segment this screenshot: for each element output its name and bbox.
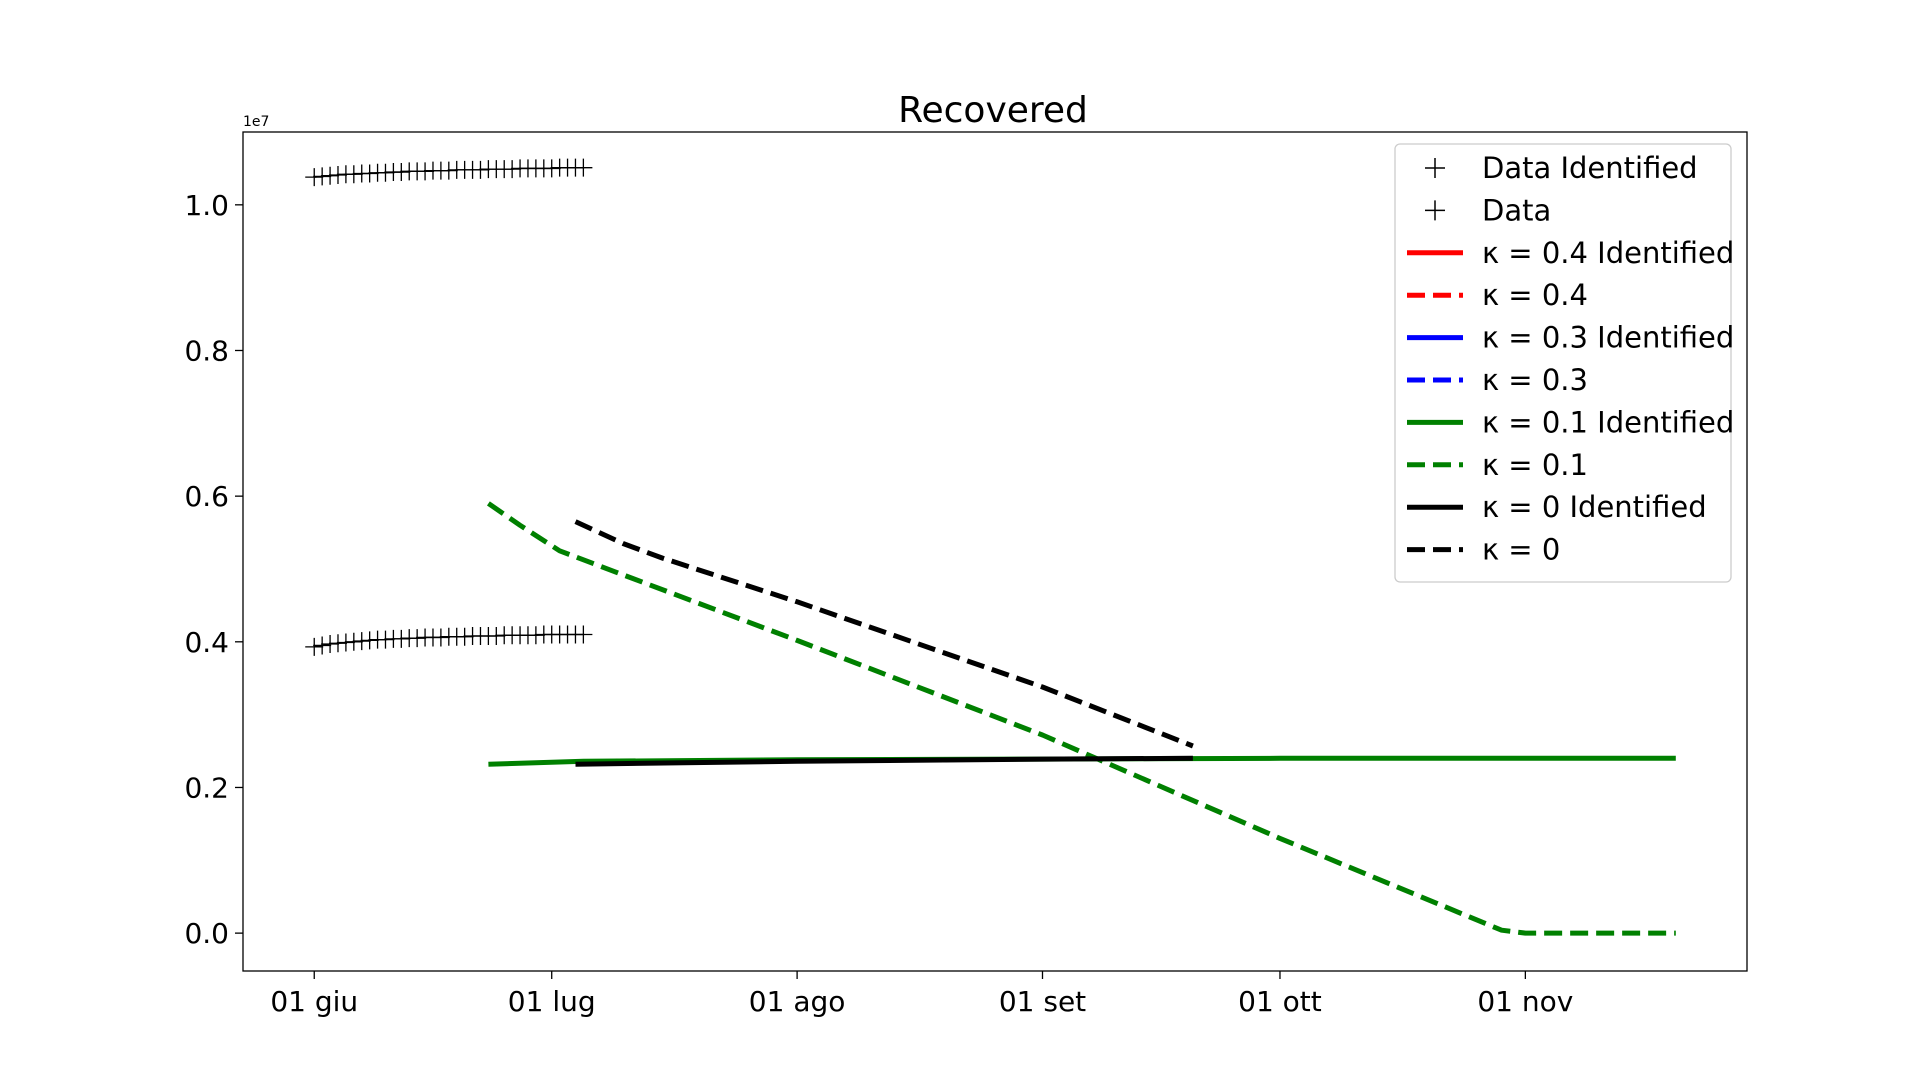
x-tick-label: 01 ott	[1238, 985, 1322, 1018]
data-point-marker	[336, 633, 355, 652]
data-point-marker	[542, 159, 561, 178]
legend-label: Data	[1482, 193, 1551, 227]
data-point-marker	[574, 158, 593, 177]
data-point-marker	[321, 166, 340, 185]
y-tick-label: 0.2	[184, 771, 229, 804]
legend-label: κ = 0.1 Identified	[1482, 405, 1734, 439]
legend: Data Identified Data κ = 0.4 Identified κ =…	[1394, 143, 1734, 583]
data-point-marker	[408, 629, 427, 648]
y-axis-offset-label: 1e7	[243, 114, 269, 130]
data-point-marker	[416, 162, 435, 181]
data-point-marker	[328, 634, 347, 653]
series-line-kappa-0	[574, 519, 1194, 749]
y-axis: 0.0 0.2 0.4 0.6 0.8 1.0	[184, 189, 243, 950]
x-tick-label: 01 lug	[508, 985, 596, 1018]
axes-frame	[242, 131, 1748, 972]
y-tick-label: 0.8	[184, 334, 229, 367]
legend-label: κ = 0.4 Identified	[1482, 236, 1734, 270]
data-point-marker	[439, 161, 458, 180]
plot-area	[305, 158, 1676, 936]
data-point-marker	[376, 163, 395, 182]
data-point-marker	[313, 636, 332, 655]
legend-label: κ = 0	[1482, 533, 1560, 567]
data-point-marker	[487, 626, 506, 645]
x-tick-label: 01 set	[999, 985, 1086, 1018]
x-tick-label: 01 giu	[270, 985, 358, 1018]
legend-marker-icon	[1425, 200, 1445, 221]
y-tick-label: 0.4	[184, 626, 229, 659]
data-point-marker	[431, 628, 450, 647]
x-axis: 01 giu 01 lug 01 ago 01 set 01 ott 01 nov	[270, 971, 1573, 1018]
y-tick-label: 0.0	[184, 917, 229, 950]
legend-label: κ = 0.3	[1482, 363, 1588, 397]
data-point-marker	[352, 632, 371, 651]
legend-box	[1394, 143, 1732, 583]
legend-label: κ = 0.3 Identified	[1482, 321, 1734, 355]
series-line-kappa-0-1	[486, 501, 1676, 936]
legend-label: Data Identified	[1482, 151, 1698, 185]
data-point-marker	[455, 627, 474, 646]
data-point-marker	[305, 168, 324, 187]
data-point-marker	[376, 630, 395, 649]
legend-label: κ = 0.1	[1482, 448, 1588, 482]
data-point-marker	[321, 634, 340, 653]
legend-label: κ = 0.4	[1482, 278, 1588, 312]
data-point-marker	[526, 626, 545, 645]
data-point-marker	[503, 160, 522, 179]
y-tick-label: 0.6	[184, 480, 229, 513]
data-point-marker	[392, 629, 411, 648]
data-point-marker	[344, 632, 363, 651]
data-point-marker	[305, 637, 324, 656]
data-point-marker	[360, 164, 379, 183]
legend-marker-icon	[1425, 158, 1445, 178]
chart-title: Recovered	[898, 90, 1088, 131]
y-tick-label: 1.0	[184, 189, 229, 222]
data-point-marker	[344, 165, 363, 184]
x-tick-label: 01 ago	[749, 985, 846, 1018]
data-point-marker	[328, 165, 347, 184]
data-point-marker	[471, 160, 490, 179]
data-point-marker	[392, 163, 411, 182]
x-tick-label: 01 nov	[1477, 985, 1573, 1018]
data-point-marker	[313, 167, 332, 186]
data-point-marker	[574, 625, 593, 644]
legend-label: κ = 0 Identified	[1482, 490, 1707, 524]
series-line-kappa-0-identified	[575, 755, 1193, 767]
data-point-marker	[360, 631, 379, 650]
